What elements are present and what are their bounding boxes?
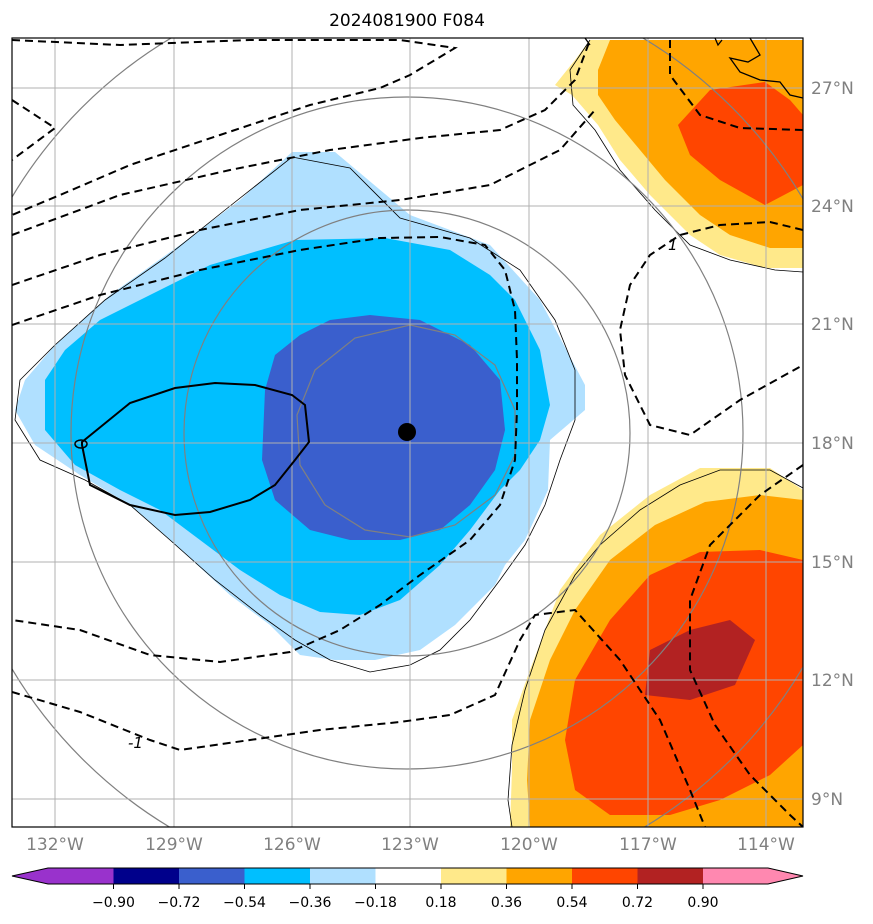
lon-label-117w: 117°W — [619, 835, 677, 855]
storm-center-marker — [398, 423, 416, 441]
colorbar-bin-1 — [48, 868, 114, 884]
colorbar-extend-low — [12, 868, 48, 884]
colorbar-bin-3 — [179, 868, 245, 884]
solid-contour — [81, 381, 311, 517]
colorbar-bin-9 — [572, 868, 638, 884]
coastline — [584, 38, 803, 99]
contour-label-positive: 1 — [668, 236, 678, 254]
lon-label-132w: 132°W — [26, 835, 84, 855]
thin-outline-negative — [14, 156, 576, 673]
lon-label-123w: 123°W — [381, 835, 439, 855]
lat-label-24n: 24°N — [811, 197, 854, 217]
lon-label-129w: 129°W — [145, 835, 203, 855]
colorbar-bin-4 — [244, 868, 310, 884]
colorbar-bin-5 — [310, 868, 376, 884]
colorbar-outline — [11, 867, 804, 885]
lat-label-21n: 21°N — [811, 315, 854, 335]
colorbar: −0.90 −0.72 −0.54 −0.36 −0.18 0.18 0.36 … — [11, 867, 804, 911]
lat-label-15n: 15°N — [811, 553, 854, 573]
negative-anomaly-strong — [262, 315, 505, 540]
colorbar-tick-4: −0.36 — [289, 895, 332, 911]
lat-label-9n: 9°N — [811, 790, 843, 810]
map-frame — [11, 37, 804, 828]
colorbar-bin-11 — [703, 868, 768, 884]
plot-title: 2024081900 F084 — [329, 11, 485, 31]
thin-outline-positive-se — [507, 469, 803, 827]
colorbar-bin-8 — [506, 868, 572, 884]
colorbar-bin-7 — [441, 868, 507, 884]
colorbar-tick-9: 0.72 — [622, 895, 653, 911]
colorbar-tick-6: 0.18 — [425, 895, 456, 911]
colorbar-tick-3: −0.54 — [223, 895, 266, 911]
colorbar-bin-10 — [637, 868, 703, 884]
latitude-labels: 27°N 24°N 21°N 18°N 15°N 12°N 9°N — [811, 79, 854, 810]
colorbar-tick-5: −0.18 — [354, 895, 397, 911]
lat-label-12n: 12°N — [811, 671, 854, 691]
colorbar-tick-8: 0.54 — [556, 895, 587, 911]
colorbar-tick-10: 0.90 — [687, 895, 718, 911]
colorbar-bin-6 — [375, 868, 441, 884]
contour-label-negative: -1 — [128, 734, 143, 752]
colorbar-tick-1: −0.90 — [92, 895, 135, 911]
lat-label-18n: 18°N — [811, 434, 854, 454]
colorbar-extend-high — [768, 868, 803, 884]
colorbar-tick-7: 0.36 — [491, 895, 522, 911]
positive-anomaly-ne-strong — [678, 82, 803, 205]
colorbar-tick-2: −0.72 — [158, 895, 201, 911]
longitude-labels: 132°W 129°W 126°W 123°W 120°W 117°W 114°… — [26, 835, 795, 855]
small-contour-loop — [74, 439, 88, 449]
lon-label-126w: 126°W — [263, 835, 321, 855]
lat-label-27n: 27°N — [811, 79, 854, 99]
map-area: 1 -1 — [12, 38, 803, 827]
lon-label-120w: 120°W — [500, 835, 558, 855]
dashed-contours — [12, 39, 803, 827]
colorbar-bin-2 — [113, 868, 179, 884]
lon-label-114w: 114°W — [737, 835, 795, 855]
